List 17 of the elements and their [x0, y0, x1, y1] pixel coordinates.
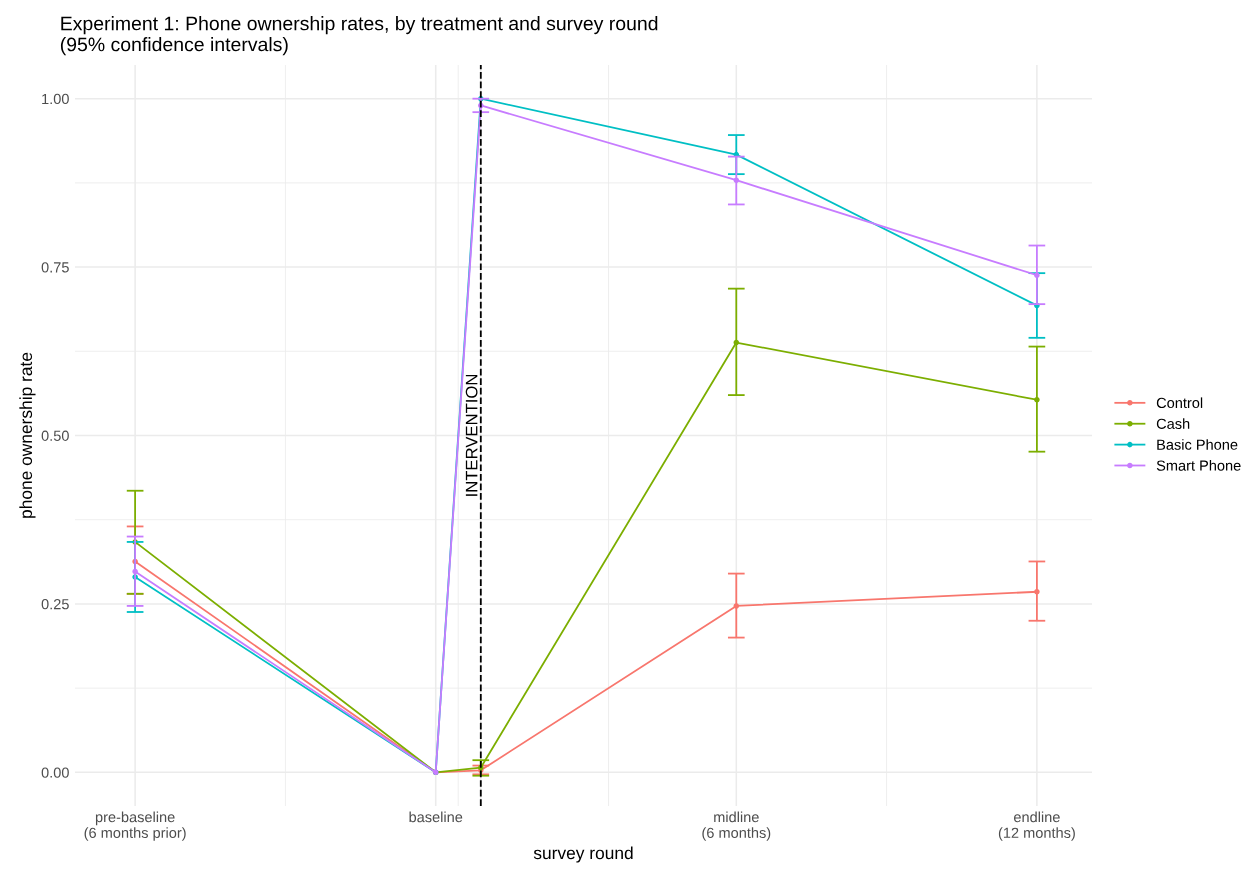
x-axis-title: survey round: [533, 846, 633, 863]
legend-label: Basic Phone: [1157, 439, 1238, 450]
legend-label: Cash: [1156, 418, 1190, 429]
y-tick-label: 0.75: [41, 262, 69, 273]
y-axis-title: phone ownership rate: [19, 352, 36, 518]
ref-line-label: INTERVENTION: [465, 374, 478, 496]
x-tick-label: endline (12 months): [998, 811, 1075, 841]
y-tick-label: 0.00: [41, 767, 69, 778]
x-tick-label: baseline: [409, 811, 463, 823]
x-tick-label: pre-baseline (6 months prior): [84, 811, 186, 841]
y-tick-label: 0.50: [41, 430, 69, 441]
legend-label: Control: [1156, 397, 1203, 409]
chart-title: Experiment 1: Phone ownership rates, by treatment and survey round (95% confidence intervals): [60, 16, 658, 56]
legend-label: Smart Phone: [1156, 460, 1241, 471]
y-tick-label: 0.25: [41, 599, 69, 610]
x-tick-label: midline (6 months): [702, 811, 771, 841]
y-tick-label: 1.00: [42, 93, 69, 105]
